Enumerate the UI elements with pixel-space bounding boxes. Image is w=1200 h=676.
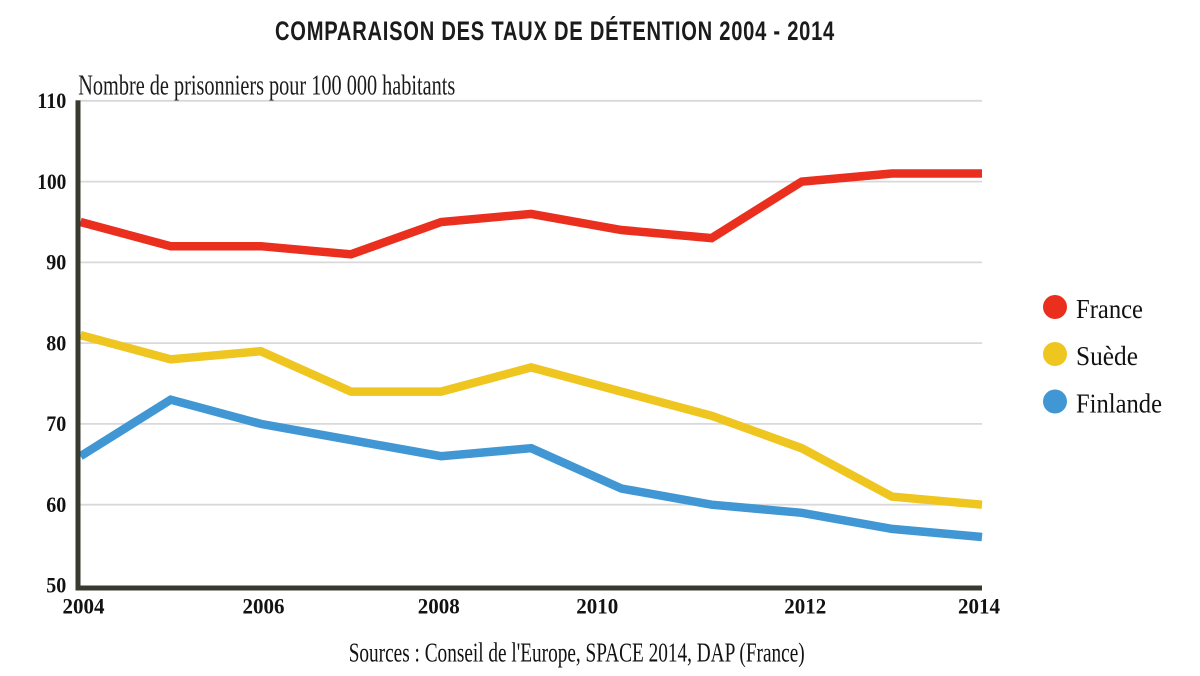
svg-text:2006: 2006 (243, 594, 285, 619)
svg-text:France: France (1076, 294, 1143, 324)
svg-text:COMPARAISON DES TAUX DE DÉTENT: COMPARAISON DES TAUX DE DÉTENTION 2004 -… (275, 16, 835, 46)
svg-text:2004: 2004 (63, 594, 105, 619)
svg-text:70: 70 (46, 411, 66, 436)
svg-text:Nombre de prisonniers pour 100: Nombre de prisonniers pour 100 000 habit… (78, 71, 455, 102)
svg-text:Finlande: Finlande (1076, 389, 1162, 419)
svg-text:2014: 2014 (958, 594, 1000, 619)
svg-text:2012: 2012 (784, 594, 826, 619)
svg-text:2008: 2008 (418, 594, 460, 619)
svg-text:90: 90 (46, 250, 66, 275)
svg-text:110: 110 (37, 88, 66, 113)
svg-text:80: 80 (46, 330, 66, 355)
svg-text:100: 100 (37, 169, 66, 194)
svg-text:60: 60 (46, 492, 66, 517)
svg-text:Suède: Suède (1076, 341, 1138, 371)
svg-text:2010: 2010 (576, 594, 618, 619)
svg-text:Sources : Conseil de l'Europe,: Sources : Conseil de l'Europe, SPACE 201… (349, 637, 805, 667)
svg-text:50: 50 (46, 573, 66, 598)
